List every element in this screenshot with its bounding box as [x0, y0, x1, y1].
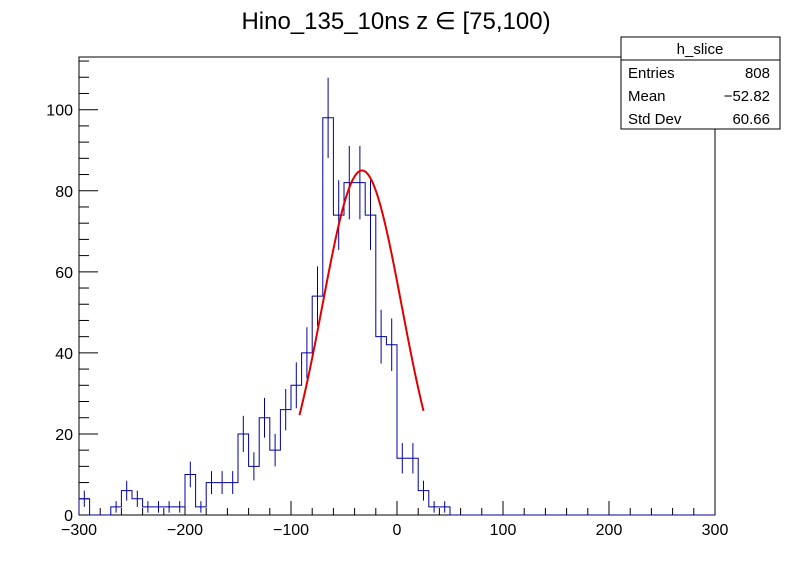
stats-stddev-label: Std Dev — [628, 111, 682, 128]
stats-mean-value: −52.82 — [724, 88, 770, 105]
y-tick-label: 60 — [55, 265, 73, 282]
stats-box: h_slice Entries 808 Mean −52.82 Std Dev … — [620, 36, 781, 130]
x-axis: −300 −200 −100 0 100 200 300 — [61, 501, 728, 539]
x-tick-label: −200 — [167, 522, 203, 539]
error-bars — [83, 77, 446, 513]
y-tick-label: 20 — [55, 427, 73, 444]
stats-entries-label: Entries — [628, 65, 675, 82]
y-tick-label: 40 — [55, 346, 73, 363]
x-tick-label: −300 — [61, 522, 97, 539]
x-tick-label: −100 — [273, 522, 309, 539]
gaussian-fit-curve — [298, 169, 425, 416]
x-tick-label: 200 — [596, 522, 623, 539]
stats-entries-value: 808 — [745, 65, 770, 82]
stats-stddev-value: 60.66 — [732, 111, 770, 128]
x-tick-label: 100 — [490, 522, 517, 539]
x-tick-label: 0 — [393, 522, 402, 539]
y-tick-label: 80 — [55, 184, 73, 201]
chart-title: Hino_135_10ns z ∈ [75,100) — [241, 8, 550, 35]
x-tick-label: 300 — [702, 522, 729, 539]
y-axis: 0 20 40 60 80 100 — [46, 60, 98, 525]
stats-box-name: h_slice — [677, 41, 724, 58]
stats-box-frame — [620, 36, 781, 130]
stats-mean-label: Mean — [628, 88, 666, 105]
y-tick-label: 100 — [46, 103, 73, 120]
histogram-outline — [78, 117, 715, 516]
y-tick-label: 0 — [64, 508, 73, 525]
